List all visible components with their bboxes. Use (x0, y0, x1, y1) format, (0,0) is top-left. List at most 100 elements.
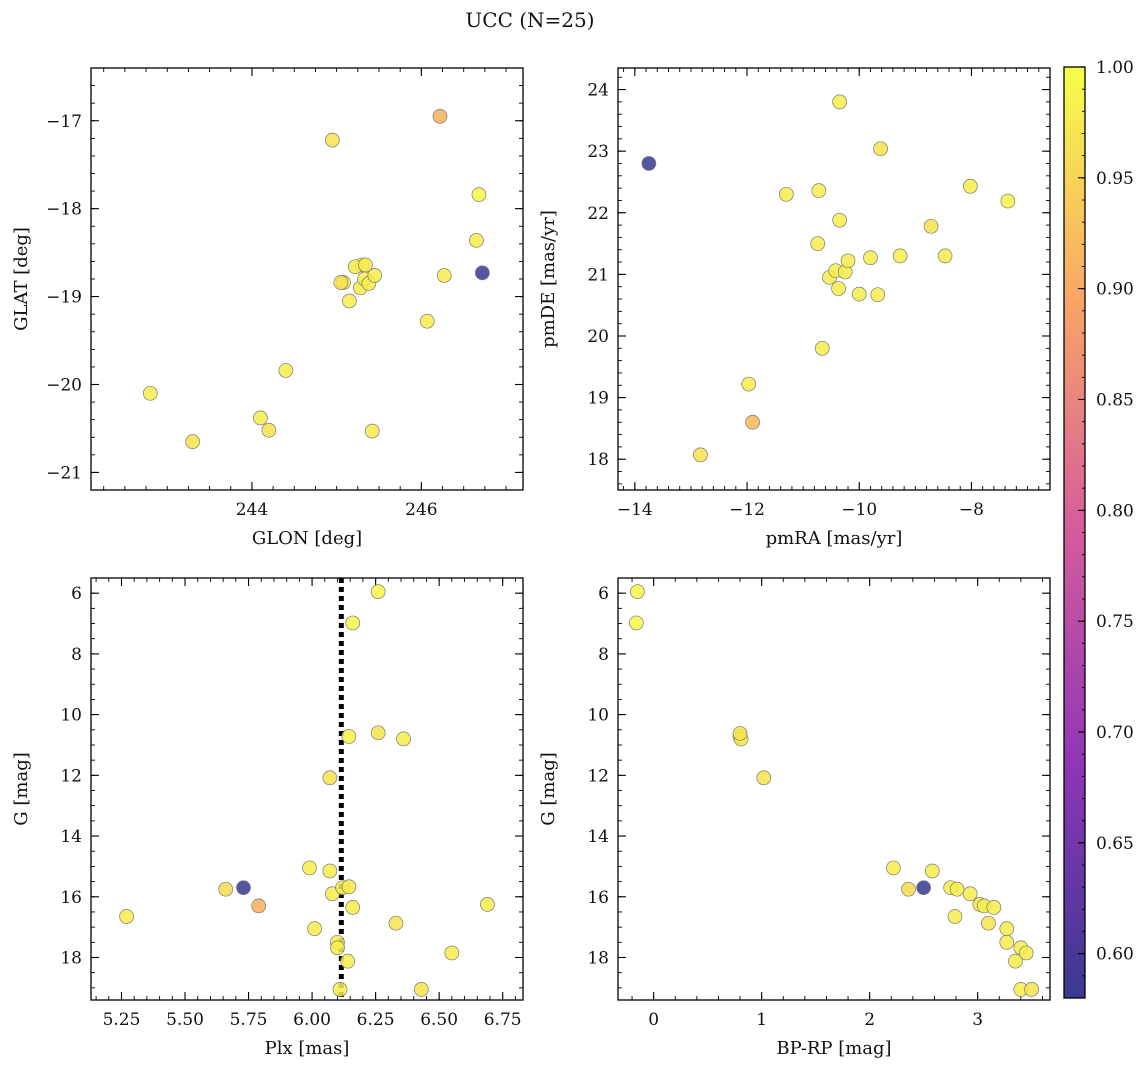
axes-frame (90, 577, 524, 1001)
figure-title: UCC (N=25) (465, 8, 594, 32)
panel-plx-g: 5.25 5.50 5.75 6.00 6.25 6.50 6.75 6 8 10 12 14 16 18… (11, 577, 524, 1059)
data-point (261, 422, 277, 438)
y-axis-label: pmDE [mas/yr] (538, 210, 559, 348)
y-tick-label: 21 (587, 265, 609, 285)
x-tick-label: 2 (864, 1010, 875, 1030)
data-point (322, 770, 338, 786)
y-tick-label: 10 (587, 706, 609, 726)
x-tick-label: 6.00 (293, 1010, 331, 1030)
x-tick-label: 6.75 (484, 1010, 522, 1030)
data-point (185, 434, 200, 449)
data-point (345, 615, 361, 631)
data-point (332, 982, 348, 997)
colorbar-tick-label: 0.85 (1096, 391, 1134, 411)
y-tick-label: 8 (598, 645, 609, 665)
data-point (469, 232, 484, 248)
data-point (947, 909, 963, 924)
y-tick-label: 18 (60, 948, 82, 968)
y-tick-label: 18 (587, 450, 609, 470)
y-tick-label: −20 (46, 376, 82, 396)
data-point (901, 881, 916, 897)
data-point (999, 934, 1015, 950)
data-point (814, 340, 830, 356)
panel-pmra-pmde: −14 −12 −10 −8 18 19 20 21 22 23 24 pmRA [mas/yr] pm… (538, 67, 1051, 549)
data-point (873, 141, 888, 157)
data-point (342, 293, 357, 309)
y-tick-label: 14 (60, 827, 82, 847)
data-point (480, 897, 495, 912)
y-tick-label: 14 (587, 827, 609, 847)
y-tick-label: −21 (46, 463, 82, 483)
data-point (811, 183, 827, 198)
y-tick-label: 8 (71, 645, 82, 665)
data-point (962, 886, 978, 902)
data-point (345, 900, 361, 915)
x-tick-label: 6.50 (420, 1010, 458, 1030)
x-tick-label: 5.75 (230, 1010, 268, 1030)
data-point (414, 982, 429, 997)
data-point (981, 915, 996, 931)
data-point (367, 268, 383, 283)
x-axis-label: Plx [mas] (265, 1038, 350, 1059)
data-point (444, 945, 460, 961)
data-point (333, 275, 349, 290)
data-point (396, 731, 411, 747)
y-tick-label: −17 (46, 112, 82, 132)
x-tick-label: 244 (236, 500, 268, 520)
data-point (388, 915, 404, 931)
axes-frame (617, 67, 1051, 491)
y-tick-label: 16 (587, 888, 609, 908)
data-point (1018, 945, 1034, 961)
y-tick-label: 6 (71, 584, 82, 604)
y-tick-label: 22 (587, 204, 609, 224)
data-point (370, 725, 386, 741)
x-tick-label: 0 (648, 1010, 659, 1030)
y-tick-label: 20 (587, 327, 609, 347)
x-tick-label: −8 (959, 500, 984, 520)
data-point (832, 212, 847, 228)
data-point (436, 268, 452, 283)
data-point (949, 881, 965, 897)
data-point (832, 94, 847, 110)
data-point (630, 584, 645, 600)
axes-frame (90, 67, 524, 491)
x-axis-label: BP-RP [mag] (776, 1038, 891, 1059)
data-point (756, 770, 772, 786)
x-tick-label: 6.25 (357, 1010, 395, 1030)
data-point (307, 921, 322, 937)
colorbar-tick-label: 0.75 (1096, 612, 1134, 632)
colorbar-gradient (1064, 67, 1085, 998)
data-point (923, 218, 939, 234)
axes-frame (617, 577, 1051, 1001)
x-tick-label: 246 (405, 500, 437, 520)
x-axis-label: GLON [deg] (252, 528, 362, 549)
data-point (302, 860, 317, 876)
data-point (330, 940, 345, 956)
data-point (863, 250, 878, 266)
data-point (325, 132, 340, 148)
y-axis-label: GLAT [deg] (11, 227, 32, 331)
data-point (251, 898, 267, 914)
data-point (916, 880, 931, 896)
y-tick-label: 23 (587, 142, 609, 162)
data-point (851, 286, 867, 302)
data-point (629, 615, 644, 631)
x-tick-label: −12 (729, 500, 765, 520)
data-point (924, 863, 940, 879)
colorbar: 0.60 0.65 0.70 0.75 0.80 0.85 0.90 0.95 1.00 (1063, 58, 1134, 999)
data-point (322, 863, 338, 879)
data-point (693, 447, 708, 463)
y-tick-label: −18 (46, 200, 82, 220)
data-point (1000, 193, 1016, 209)
x-tick-label: 5.25 (103, 1010, 141, 1030)
data-point (142, 385, 158, 401)
colorbar-tick-label: 0.80 (1096, 501, 1134, 521)
data-point (778, 186, 794, 202)
data-point (341, 729, 357, 744)
y-axis-label: G [mag] (538, 752, 559, 825)
data-point (1024, 982, 1039, 997)
data-point (340, 953, 356, 969)
y-tick-label: 10 (60, 706, 82, 726)
data-point (471, 187, 487, 202)
